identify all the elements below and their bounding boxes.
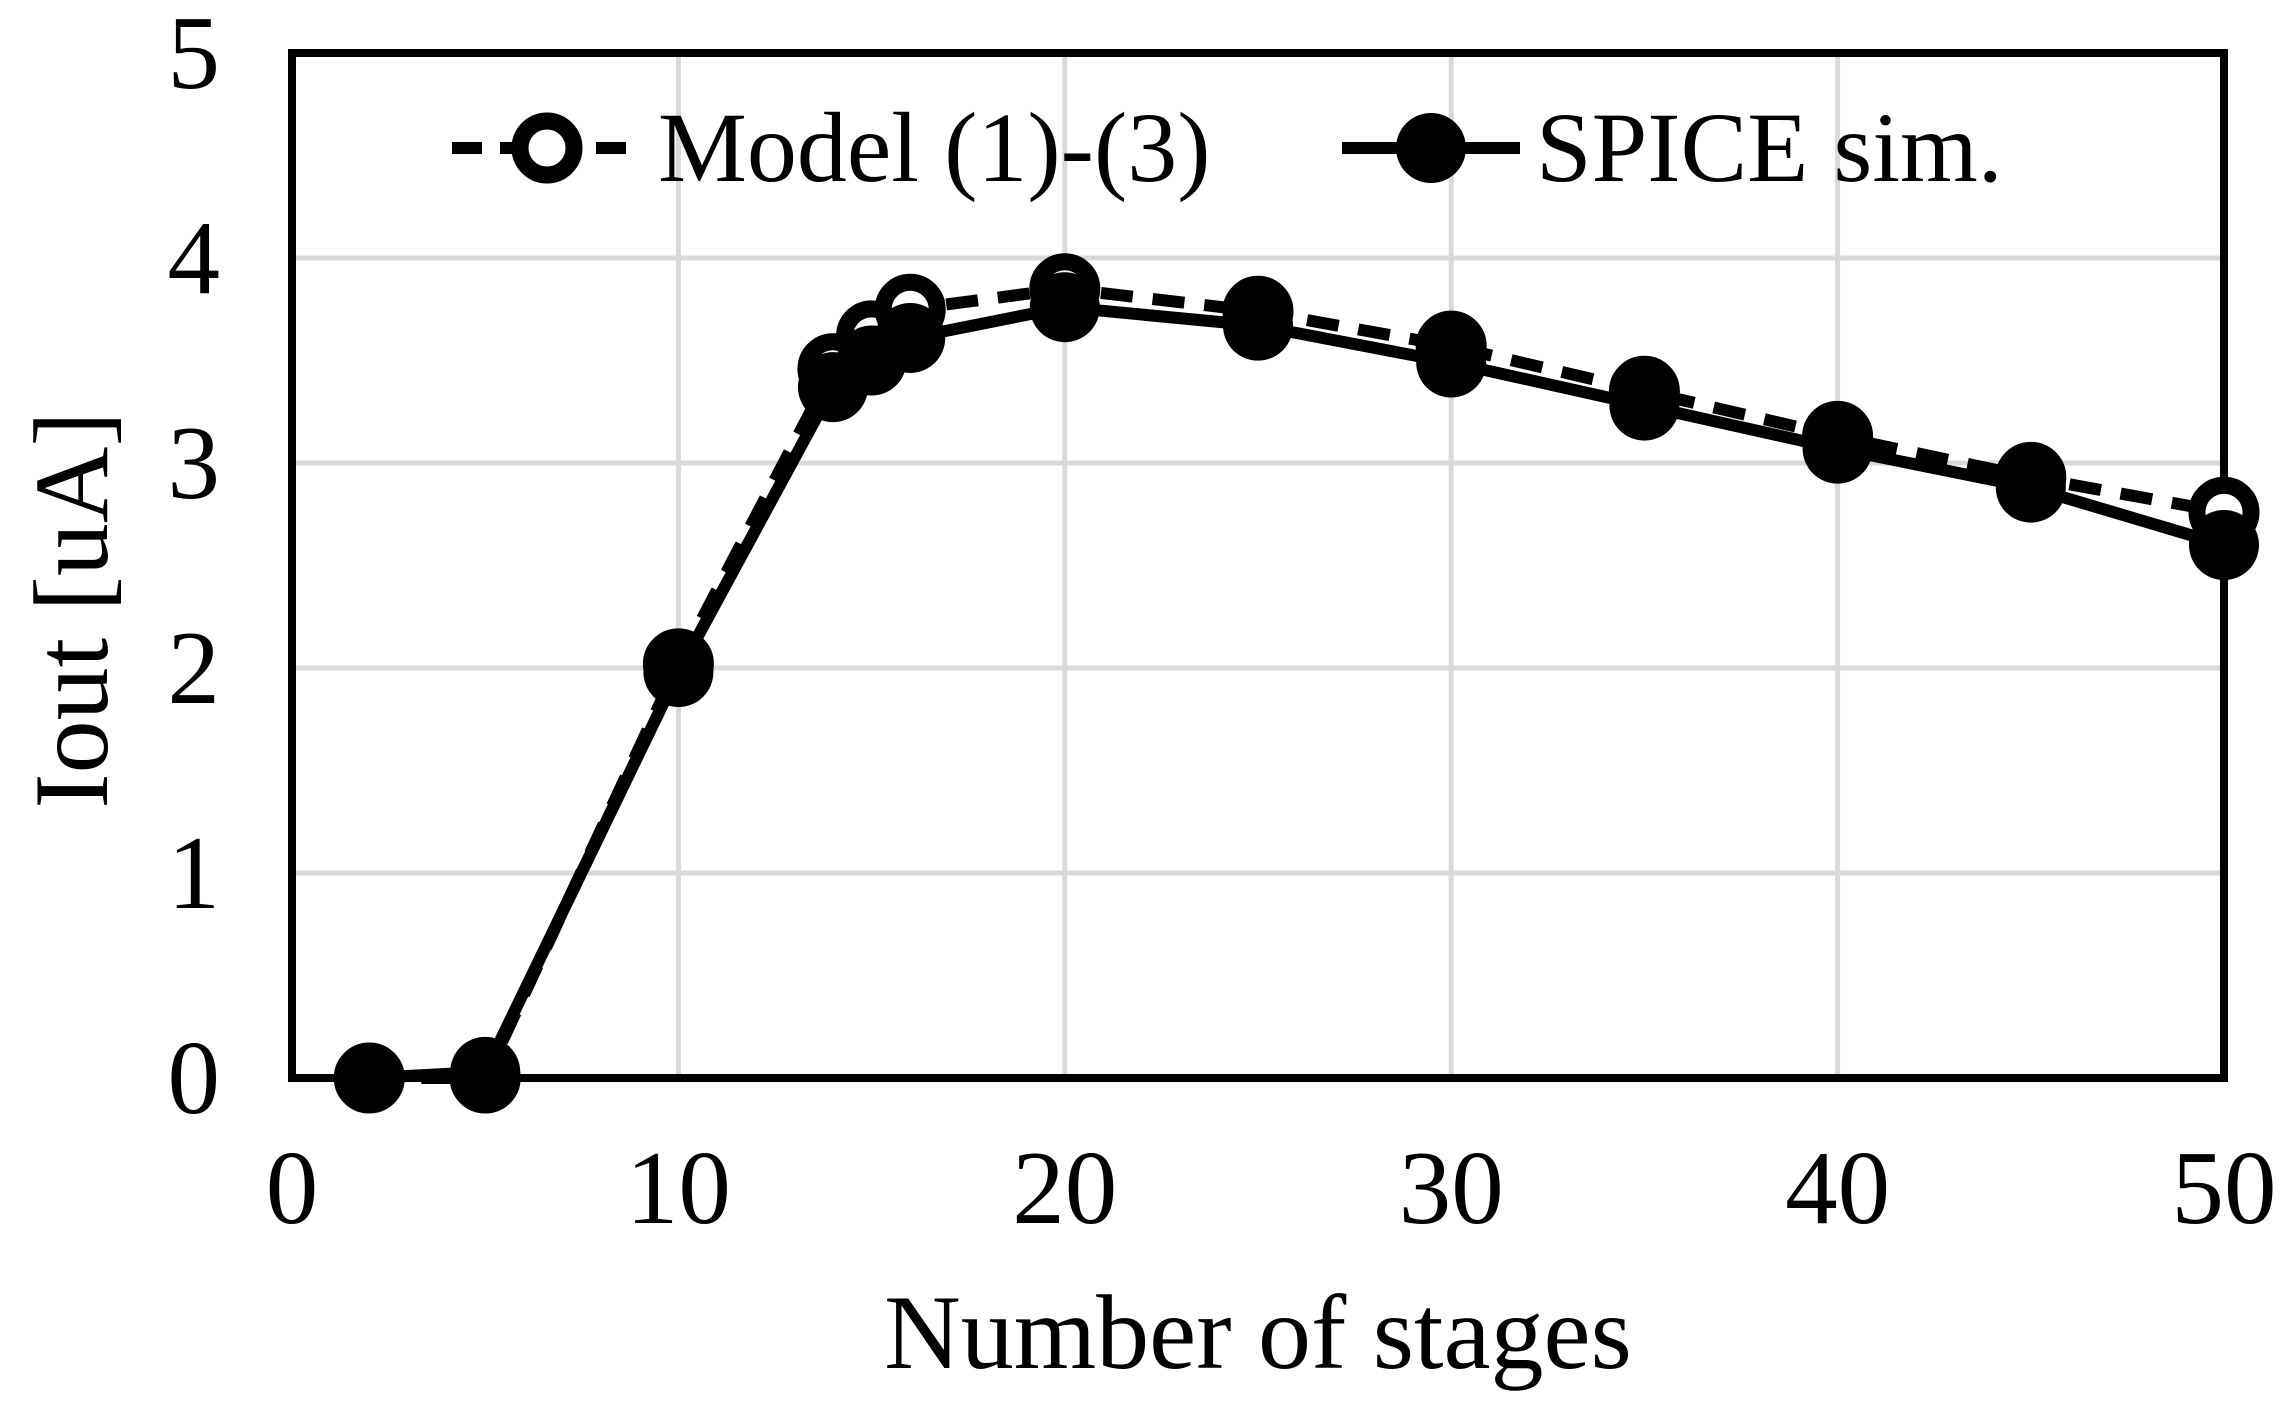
x-tick-label: 0 [265,1129,319,1246]
y-tick-label: 5 [167,0,221,111]
spice-data-point [1223,290,1293,361]
spice-data-point [1995,452,2066,523]
x-tick-label: 20 [1012,1129,1118,1246]
spice-series-line [368,301,2226,1084]
y-tick-label: 2 [167,609,221,726]
x-axis-title: Number of stages [884,1274,1632,1391]
y-tick-label: 3 [167,404,221,521]
x-tick-label: 30 [1398,1129,1504,1246]
spice-data-point [875,302,946,373]
legend-entry-model: Model (1)-(3) [452,86,1211,210]
x-tick-label: 50 [2171,1129,2277,1246]
x-tick-label: 10 [625,1129,731,1246]
x-tick-label: 40 [1785,1129,1891,1246]
y-tick-label: 4 [167,199,221,316]
spice-data-point [1029,272,1100,343]
spice-data-point [334,1043,405,1113]
legend-label-model: Model (1)-(3) [658,92,1211,203]
dashed-open-circle-marker-icon [452,112,642,184]
spice-data-point [643,637,714,708]
spice-data-point [1802,413,1873,484]
spice-data-point [1609,370,1680,441]
y-tick-label: 1 [167,814,221,931]
y-axis-title: Iout [uA] [13,411,130,809]
y-tick-label: 0 [167,1019,221,1136]
spice-data-point [2189,510,2259,580]
legend-entry-spice: SPICE sim. [1342,86,2003,210]
spice-data-point [1416,327,1487,398]
solid-filled-circle-marker-icon [1342,113,1520,183]
legend-label-spice: SPICE sim. [1536,92,2003,203]
spice-data-point [450,1036,521,1107]
